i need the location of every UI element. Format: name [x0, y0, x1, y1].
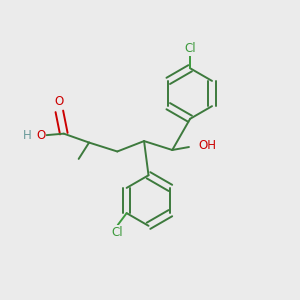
Text: Cl: Cl — [111, 226, 123, 239]
Text: OH: OH — [198, 139, 216, 152]
Text: Cl: Cl — [184, 42, 196, 56]
Text: H: H — [23, 129, 32, 142]
Text: O: O — [55, 95, 64, 108]
Text: O: O — [36, 129, 45, 142]
